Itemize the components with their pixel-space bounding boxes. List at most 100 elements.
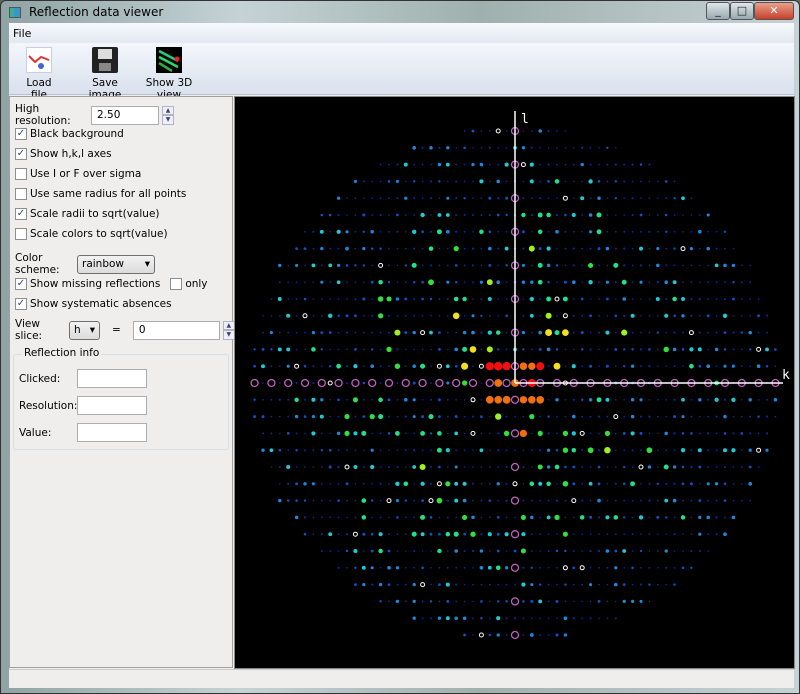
reflection-point[interactable] [539, 146, 542, 149]
reflection-point[interactable] [673, 415, 677, 419]
reflection-point[interactable] [286, 432, 290, 435]
reflection-point[interactable] [480, 600, 483, 603]
reflection-point[interactable] [706, 482, 710, 486]
reflection-point[interactable] [690, 449, 693, 452]
reflection-point[interactable] [598, 583, 600, 586]
reflection-point[interactable] [470, 531, 476, 537]
reflection-point[interactable] [740, 482, 743, 485]
reflection-point[interactable] [438, 264, 441, 267]
reflection-point[interactable] [556, 482, 558, 485]
reflection-point[interactable] [639, 348, 643, 351]
reflection-point[interactable] [488, 617, 491, 620]
checkbox[interactable]: ✓ [15, 208, 27, 220]
reflection-point[interactable] [539, 163, 542, 166]
reflection-point[interactable] [320, 449, 323, 452]
reflection-point[interactable] [606, 600, 609, 603]
reflection-point[interactable] [371, 331, 374, 334]
reflection-point[interactable] [395, 179, 399, 183]
reflection-point[interactable] [598, 365, 600, 368]
reflection-point[interactable] [597, 465, 601, 469]
reflection-point[interactable] [480, 499, 483, 502]
reflection-point[interactable] [665, 583, 668, 586]
reflection-point[interactable] [462, 346, 468, 352]
reflection-point[interactable] [354, 415, 357, 418]
reflection-point[interactable] [329, 432, 332, 435]
reflection-point[interactable] [295, 331, 298, 334]
reflection-point[interactable] [521, 330, 526, 335]
reflection-point[interactable] [486, 346, 493, 353]
reflection-point[interactable] [346, 281, 348, 284]
reflection-point[interactable] [472, 146, 474, 149]
reflection-point[interactable] [505, 550, 508, 552]
reflection-point[interactable] [572, 314, 575, 317]
reflection-point[interactable] [605, 246, 610, 251]
reflection-point[interactable] [648, 432, 651, 435]
reflection-point[interactable] [556, 197, 558, 199]
reflection-point[interactable] [765, 415, 769, 418]
reflection-point[interactable] [614, 482, 617, 485]
reflection-point[interactable] [530, 466, 533, 468]
reflection-point[interactable] [723, 331, 727, 334]
reflection-point[interactable] [699, 264, 701, 267]
systematic-absence[interactable] [317, 378, 326, 388]
reflection-point[interactable] [673, 180, 676, 183]
reflection-point[interactable] [581, 281, 584, 284]
reflection-point[interactable] [497, 247, 500, 250]
reflection-point[interactable] [672, 498, 677, 503]
reflection-point[interactable] [496, 532, 500, 536]
reflection-point[interactable] [496, 516, 500, 519]
reflection-point[interactable] [345, 246, 349, 251]
reflection-point[interactable] [522, 415, 525, 418]
reflection-point[interactable] [665, 398, 668, 401]
reflection-point[interactable] [396, 230, 399, 233]
reflection-point[interactable] [454, 264, 458, 267]
reflection-point[interactable] [472, 566, 474, 569]
reflection-point[interactable] [571, 431, 576, 436]
reflection-point[interactable] [572, 465, 576, 469]
reflection-point[interactable] [371, 482, 374, 485]
reflection-point[interactable] [505, 331, 508, 334]
reflection-point[interactable] [757, 466, 760, 468]
reflection-point[interactable] [379, 600, 382, 603]
reflection-point[interactable] [556, 583, 558, 586]
reflection-point[interactable] [656, 263, 660, 268]
reflection-point[interactable] [698, 331, 701, 334]
reflection-point[interactable] [346, 499, 348, 502]
reflection-point[interactable] [312, 533, 315, 536]
reflection-point[interactable] [623, 214, 626, 216]
reflection-point[interactable] [303, 449, 307, 452]
reflection-point[interactable] [461, 362, 469, 370]
checkbox-row[interactable]: Use I or F over sigma [15, 168, 141, 180]
reflection-point[interactable] [496, 633, 500, 637]
reflection-point[interactable] [563, 633, 568, 637]
reflection-point[interactable] [673, 365, 676, 368]
reflection-point[interactable] [631, 499, 634, 502]
reflection-point[interactable] [547, 617, 550, 620]
reflection-point[interactable] [379, 432, 382, 435]
reflection-point[interactable] [472, 449, 474, 452]
reflection-point[interactable] [479, 549, 484, 553]
reflection-point[interactable] [421, 280, 424, 284]
reflection-point[interactable] [455, 566, 458, 569]
reflection-point[interactable] [630, 313, 635, 318]
reflection-point[interactable] [665, 247, 668, 250]
reflection-point[interactable] [589, 515, 593, 519]
reflection-point[interactable] [412, 398, 416, 402]
reflection-point[interactable] [606, 230, 609, 233]
reflection-point[interactable] [514, 415, 516, 418]
reflection-point[interactable] [564, 147, 567, 149]
reflection-point[interactable] [673, 247, 676, 250]
reflection-point[interactable] [546, 481, 551, 487]
reflection-point[interactable] [371, 214, 374, 216]
reflection-point[interactable] [556, 314, 558, 317]
reflection-point[interactable] [388, 264, 390, 267]
reflection-point[interactable] [303, 415, 307, 418]
reflection-point[interactable] [529, 162, 534, 167]
reflection-point[interactable] [320, 516, 323, 519]
reflection-point[interactable] [505, 465, 508, 469]
reflection-point[interactable] [370, 364, 374, 368]
reflection-point[interactable] [547, 566, 550, 569]
reflection-point[interactable] [672, 465, 677, 469]
reflection-point[interactable] [605, 515, 610, 520]
reflection-point[interactable] [547, 432, 550, 435]
